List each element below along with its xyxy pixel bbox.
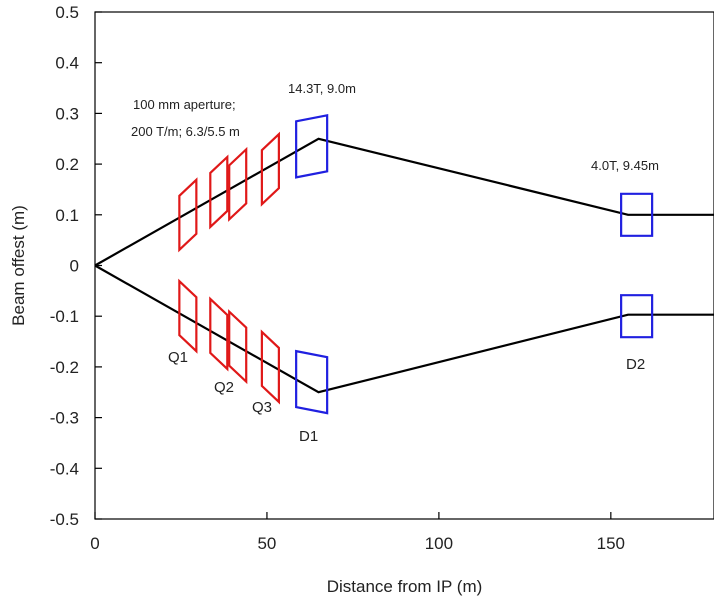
d1-label: D1 [299, 428, 318, 445]
y-tick-label: 0.2 [55, 155, 79, 174]
axis-ticks: 0.5 0.4 0.3 0.2 0.1 0 -0.1 -0.2 -0.3 -0.4 -0.5 0 50 1… [50, 3, 625, 553]
aperture-annotation-line2: 200 T/m; 6.3/5.5 m [131, 124, 240, 139]
plot-area [94, 11, 714, 520]
quadrupole-magnet-2 [209, 154, 229, 230]
dipole-magnet-10 [295, 349, 329, 415]
quadrupole-magnet-5 [178, 278, 198, 354]
y-tick-label: 0.3 [55, 104, 79, 123]
q1-label: Q1 [168, 349, 188, 366]
q2-label: Q2 [214, 379, 234, 396]
x-tick-label: 100 [425, 534, 453, 553]
quadrupole-magnet-4 [260, 131, 280, 207]
x-tick-label: 150 [597, 534, 625, 553]
y-tick-label: 0.4 [55, 54, 79, 73]
d1-spec-annotation: 14.3T, 9.0m [288, 81, 356, 96]
quadrupole-magnet-8 [260, 329, 280, 405]
quadrupole-magnet-3 [228, 146, 248, 222]
magnets [178, 114, 654, 415]
y-tick-label: -0.5 [50, 510, 79, 529]
aperture-annotation-line1: 100 mm aperture; [133, 97, 236, 112]
q3-label: Q3 [252, 399, 272, 416]
beam-trajectory-line-1 [94, 137, 714, 267]
y-tick-label: -0.3 [50, 409, 79, 428]
dipole-magnet-9 [295, 114, 329, 179]
x-tick-label: 50 [257, 534, 276, 553]
y-tick-label: -0.4 [50, 459, 79, 478]
quadrupole-magnet-1 [178, 177, 198, 253]
d2-spec-annotation: 4.0T, 9.45m [591, 158, 659, 173]
y-tick-label: -0.1 [50, 307, 79, 326]
y-axis-title: Beam offest (m) [9, 205, 28, 326]
y-tick-label: 0.1 [55, 206, 79, 225]
x-tick-label: 0 [90, 534, 99, 553]
quadrupole-magnet-6 [209, 296, 229, 372]
quadrupole-magnet-7 [228, 309, 248, 385]
x-axis-title: Distance from IP (m) [327, 577, 483, 596]
beam-trajectory-line-2 [94, 264, 714, 394]
y-tick-label: 0 [70, 257, 79, 276]
series-lines [94, 137, 714, 394]
d2-label: D2 [626, 356, 645, 373]
y-tick-label: 0.5 [55, 3, 79, 22]
y-tick-label: -0.2 [50, 358, 79, 377]
dipole-magnet-12 [620, 294, 654, 339]
dipole-magnet-11 [620, 192, 654, 237]
